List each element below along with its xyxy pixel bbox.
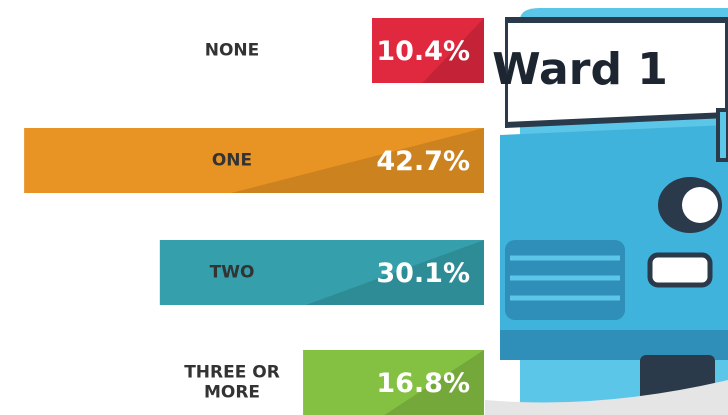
chart-title: Ward 1 (492, 44, 668, 95)
category-line: MORE (204, 383, 260, 403)
category-label: ONE (212, 151, 252, 171)
bar (303, 350, 484, 415)
value-label: 10.4% (376, 36, 470, 67)
car-illustration (485, 0, 728, 415)
category-label: NONE (205, 41, 260, 61)
bar (24, 128, 484, 193)
bar (371, 18, 484, 83)
bar (159, 240, 484, 305)
bar-shade (231, 128, 484, 193)
category-line: THREE OR (184, 362, 280, 382)
value-label: 42.7% (376, 146, 470, 177)
category-label: TWO (210, 263, 255, 283)
value-label: 16.8% (376, 368, 470, 399)
category-label: THREE OR MORE (184, 362, 280, 402)
bar-shade (422, 18, 484, 83)
bar-shade (305, 240, 484, 305)
value-label: 30.1% (376, 258, 470, 289)
bar-shade (384, 350, 484, 415)
